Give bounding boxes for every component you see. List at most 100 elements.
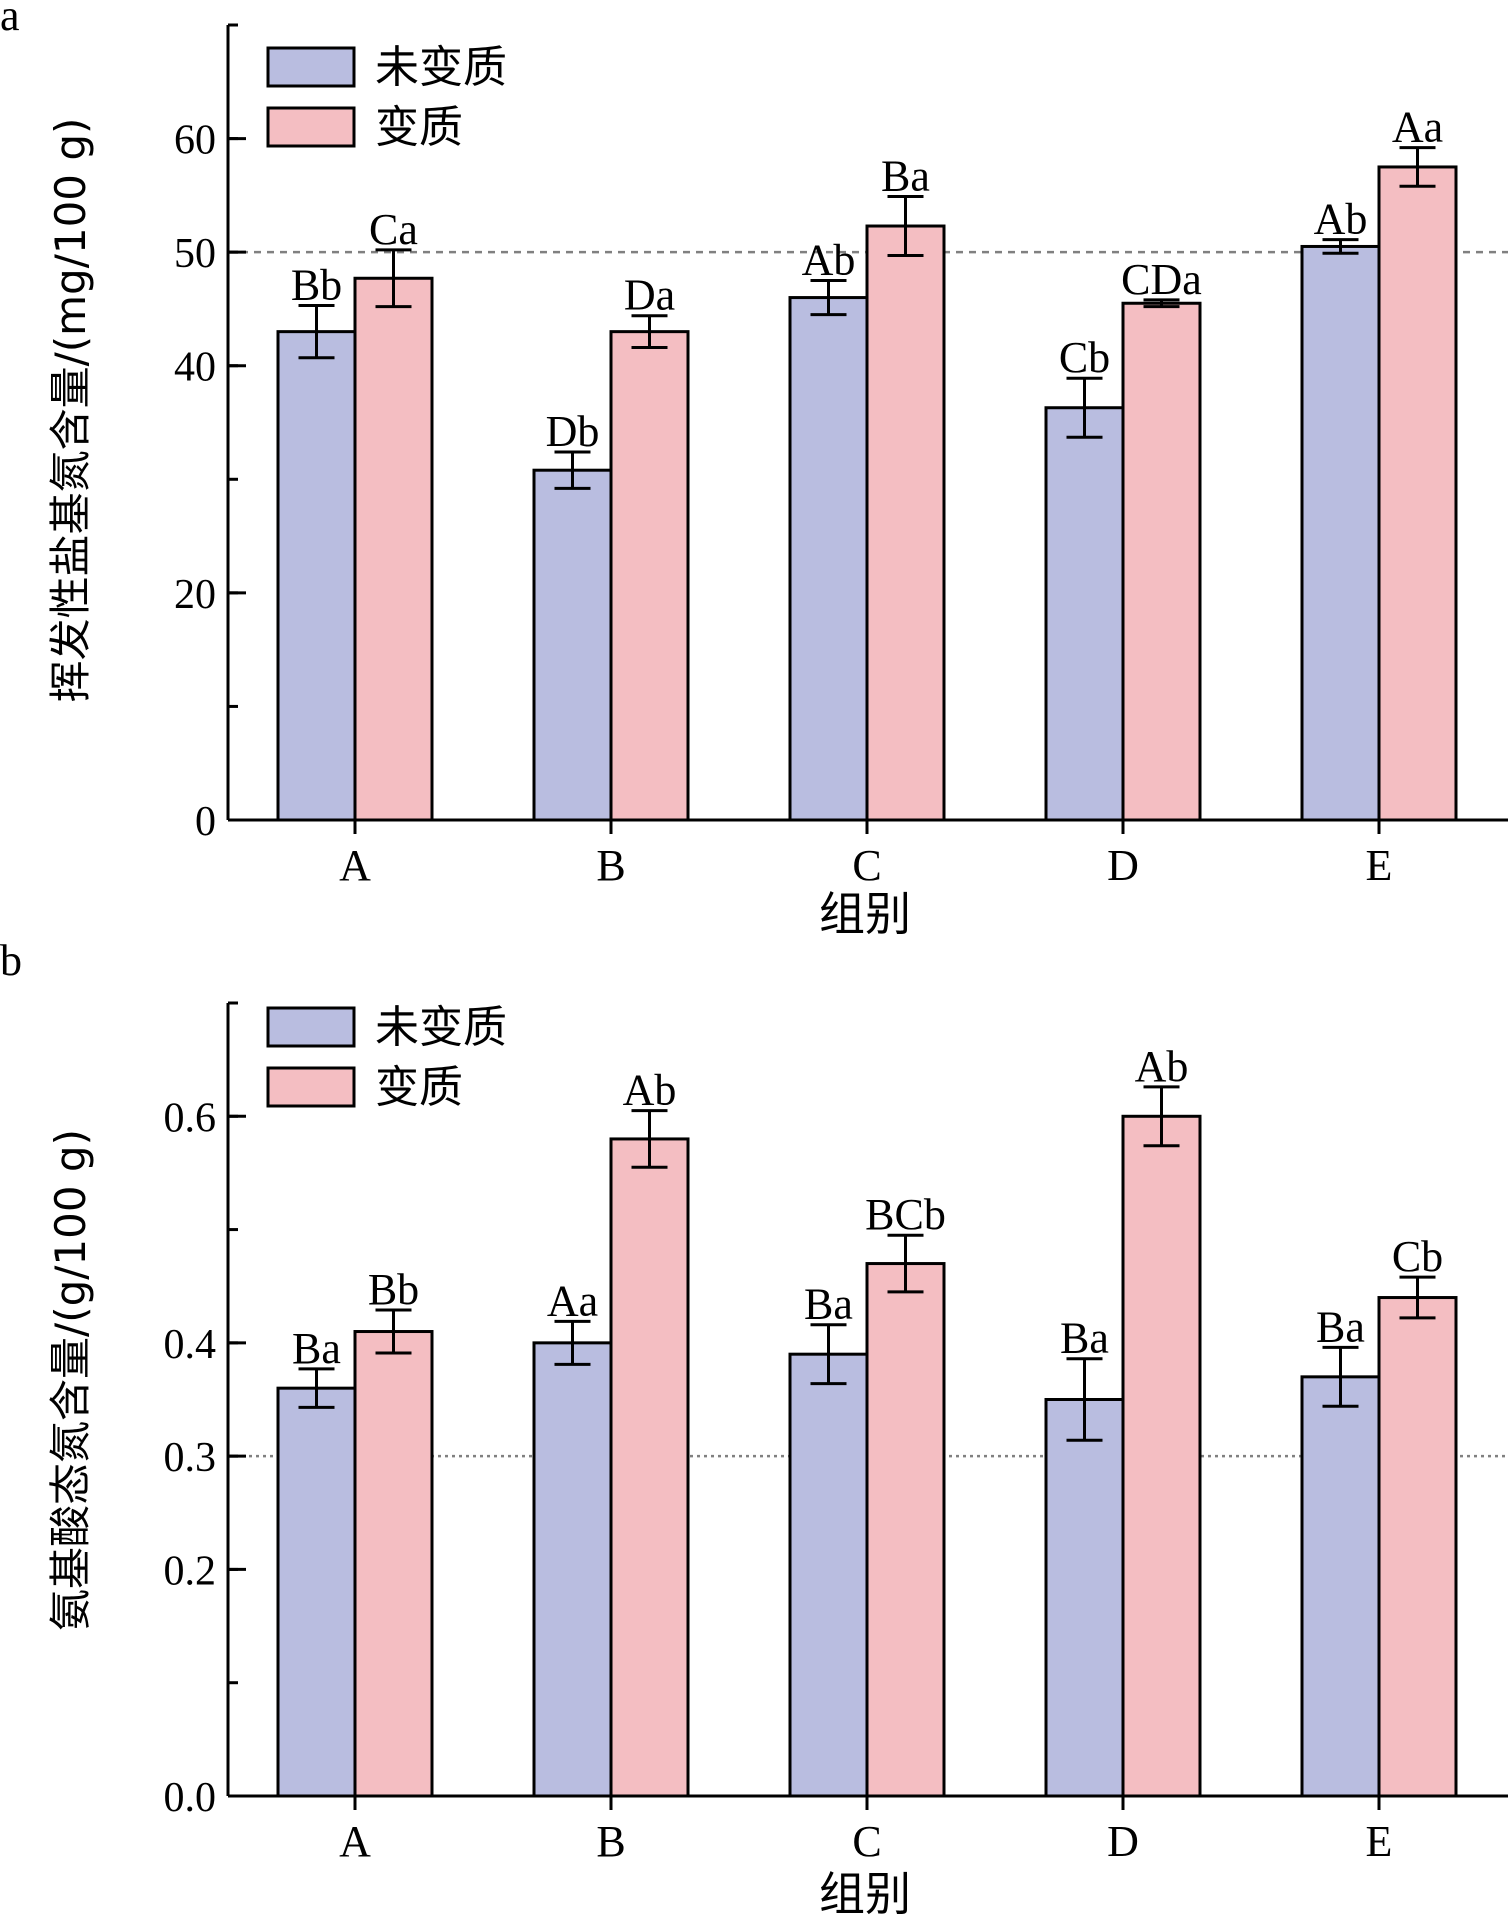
x-tick-label: B — [596, 841, 625, 890]
y-tick-label: 0.3 — [164, 1435, 217, 1481]
data-label: Cb — [1059, 333, 1110, 382]
error-bar — [887, 194, 924, 258]
data-label: Ba — [881, 151, 930, 200]
legend-label: 未变质 — [375, 1002, 507, 1053]
y-tick-label: 0 — [195, 799, 216, 845]
y-tick-label: 0.2 — [164, 1548, 217, 1594]
panel-label: b — [0, 936, 22, 985]
x-tick-label: E — [1366, 1817, 1393, 1866]
error-bar — [810, 279, 847, 317]
bars: Ba Aa Ba Ba Ba Bb Ab BCb Ab Cb — [276, 1042, 1458, 1798]
data-label: Aa — [1392, 103, 1443, 152]
data-label: Cb — [1392, 1232, 1443, 1281]
data-label: Ab — [623, 1066, 677, 1115]
error-bar — [1322, 238, 1359, 255]
bar-B-series-1 — [532, 1341, 613, 1798]
data-label: Ba — [1060, 1314, 1109, 1363]
bar-C-series-2 — [865, 224, 946, 822]
legend-swatch — [266, 1066, 356, 1108]
bars: Bb Db Ab Cb Ab Ca Da Ba CDa Aa — [276, 103, 1458, 822]
error-bar — [1399, 146, 1436, 188]
bar-A-series-1 — [276, 330, 357, 822]
data-label: Da — [624, 271, 675, 320]
x-axis-title: 组别 — [819, 1867, 911, 1921]
error-bar — [554, 450, 591, 490]
error-bar — [375, 1308, 412, 1355]
error-bar — [298, 1367, 335, 1409]
x-tick-label: E — [1366, 841, 1393, 890]
legend-swatch — [266, 1006, 356, 1048]
legend-label: 变质 — [375, 1062, 463, 1113]
bar-C-series-2 — [865, 1262, 946, 1798]
error-bar — [631, 1109, 668, 1169]
x-tick-label: B — [596, 1817, 625, 1866]
error-bar — [1322, 1345, 1359, 1408]
bar-E-series-2 — [1377, 1296, 1458, 1798]
error-bar — [298, 304, 335, 360]
error-bar — [1399, 1275, 1436, 1320]
bar-B-series-1 — [532, 468, 613, 822]
x-axis-title: 组别 — [819, 887, 911, 941]
bar-E-series-1 — [1300, 244, 1381, 822]
legend-label: 变质 — [375, 102, 463, 153]
error-bar — [1066, 1357, 1103, 1442]
y-axis-title: 挥发性盐基氮含量/(mg/100 g) — [46, 118, 95, 703]
bar-A-series-2 — [353, 1330, 434, 1798]
data-label: Db — [546, 407, 600, 456]
legend-swatch — [266, 46, 356, 88]
y-tick-label: 50 — [174, 231, 216, 277]
x-tick-label: A — [339, 1817, 371, 1866]
bar-B-series-2 — [609, 330, 690, 822]
bar-C-series-1 — [788, 1352, 869, 1798]
data-label: BCb — [865, 1190, 946, 1239]
y-tick-label: 0.0 — [164, 1775, 217, 1821]
error-bar — [1143, 1085, 1180, 1148]
bar-D-series-2 — [1121, 1114, 1202, 1798]
error-bar — [1143, 298, 1180, 309]
bar-D-series-1 — [1044, 1398, 1125, 1798]
data-label: Bb — [291, 261, 342, 310]
x-tick-label: C — [852, 841, 881, 890]
bar-B-series-2 — [609, 1137, 690, 1798]
error-bar — [887, 1233, 924, 1294]
data-label: Ba — [292, 1324, 341, 1373]
data-label: Ab — [802, 236, 856, 285]
x-tick-label: D — [1107, 841, 1139, 890]
x-tick-label: A — [339, 841, 371, 890]
error-bar — [1066, 376, 1103, 439]
data-label: Ab — [1135, 1042, 1189, 1091]
legend-swatch — [266, 106, 356, 148]
y-tick-label: 60 — [174, 118, 216, 164]
panel-label: a — [0, 0, 20, 40]
data-label: Bb — [368, 1265, 419, 1314]
bar-D-series-2 — [1121, 301, 1202, 822]
error-bar — [810, 1323, 847, 1386]
y-tick-label: 0.4 — [164, 1322, 217, 1368]
data-label: Ca — [369, 205, 418, 254]
data-label: Aa — [547, 1276, 598, 1325]
bar-A-series-1 — [276, 1386, 357, 1798]
data-label: Ba — [1316, 1302, 1365, 1351]
bar-C-series-1 — [788, 296, 869, 822]
x-tick-label: C — [852, 1817, 881, 1866]
y-tick-label: 20 — [174, 572, 216, 618]
chart-panel-a: a Bb Db Ab Cb Ab Ca Da Ba CDa Aa 0 20 40 50 60 A B C D E 组别 挥发… — [0, 0, 1508, 941]
x-tick-label: D — [1107, 1817, 1139, 1866]
chart-panel-b: b Ba Aa Ba Ba Ba Bb Ab BCb Ab Cb 0.0 0.2 0.3 0.4 0.6 A B C… — [0, 936, 1508, 1921]
y-tick-label: 40 — [174, 345, 216, 391]
error-bar — [631, 314, 668, 350]
data-label: Ba — [804, 1280, 853, 1329]
bar-E-series-2 — [1377, 165, 1458, 822]
error-bar — [554, 1319, 591, 1366]
bar-A-series-2 — [353, 276, 434, 822]
y-tick-label: 0.6 — [164, 1095, 217, 1141]
y-axis-title: 氨基酸态氮含量/(g/100 g) — [46, 1129, 95, 1631]
data-label: CDa — [1121, 255, 1202, 304]
error-bar — [375, 248, 412, 309]
data-label: Ab — [1314, 195, 1368, 244]
bar-D-series-1 — [1044, 406, 1125, 822]
